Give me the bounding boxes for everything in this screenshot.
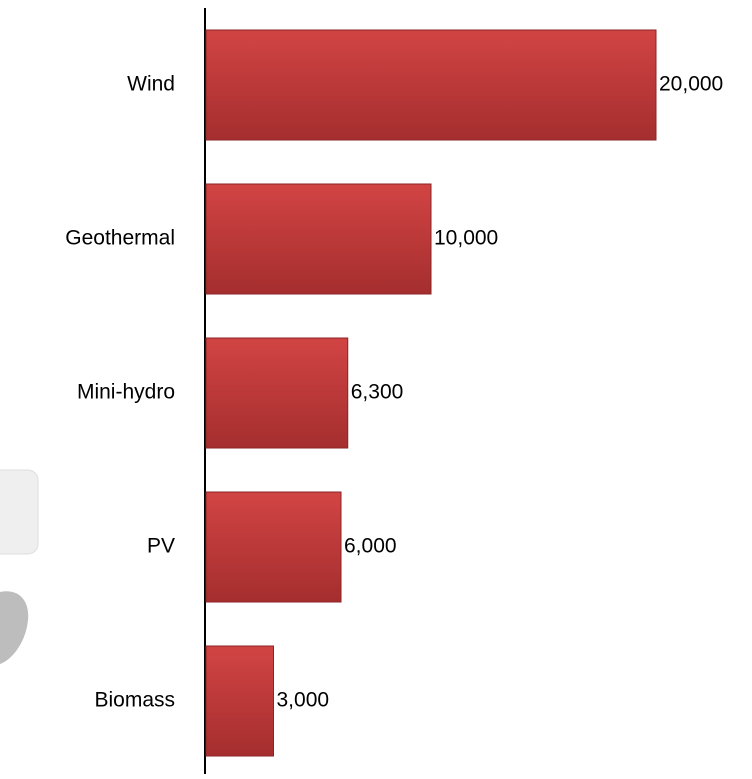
value-label: 3,000 <box>277 689 330 712</box>
value-label: 6,300 <box>351 381 404 404</box>
bar <box>205 183 432 295</box>
category-label: Geothermal <box>65 227 175 250</box>
value-label: 10,000 <box>434 227 498 250</box>
bar <box>205 337 349 449</box>
category-label: PV <box>147 535 175 558</box>
value-label: 6,000 <box>344 535 397 558</box>
decoration-panel <box>0 469 39 555</box>
bar <box>205 645 274 757</box>
decoration-blob <box>0 591 29 664</box>
value-label: 20,000 <box>659 73 723 96</box>
bar <box>205 29 657 141</box>
category-label: Biomass <box>94 689 175 712</box>
bar <box>205 491 342 603</box>
category-label: Wind <box>127 73 175 96</box>
category-label: Mini-hydro <box>77 381 175 404</box>
